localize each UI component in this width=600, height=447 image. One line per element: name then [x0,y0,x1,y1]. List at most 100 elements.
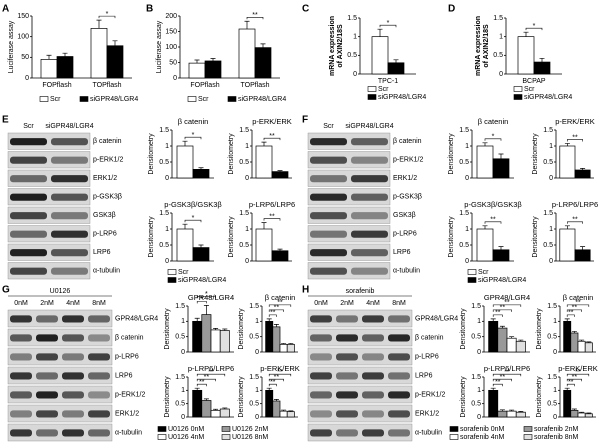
error-bar [509,409,515,412]
y-tick-label: 0 [477,414,481,421]
error-bar [564,143,570,146]
panel-label: D [448,4,455,15]
bar [387,62,405,75]
significance-label: ** [500,305,506,312]
blot-band [310,315,332,323]
y-tick-label: 0 [255,414,259,421]
blot-title: U0126 [50,288,71,295]
blot-band [10,156,47,164]
blot-band [351,212,388,220]
error-bar [564,318,570,322]
blot-row-label: p-ERK1/2 [93,157,123,164]
significance-label: ** [504,300,510,307]
blot-band [351,193,388,201]
legend-swatch [221,426,231,432]
y-axis-label: Densitometry [536,376,543,418]
blot-band [51,138,88,146]
error-bar [571,331,577,333]
y-tick-label: 0.5 [547,401,557,408]
blot-band [336,410,358,418]
error-bar [288,343,294,345]
legend-label: siGPR48/LGR4 [178,277,226,284]
blot-strip [307,206,391,224]
blot-band [388,334,410,342]
blot-band [10,315,32,323]
y-tick-label: 1.5 [547,303,557,310]
error-bar [564,387,570,391]
error-bar [523,31,529,37]
chart-title: β catenin [478,117,509,126]
blot-band [36,334,58,342]
legend-swatch [513,94,523,100]
blot-band [51,249,88,257]
blot-band [51,230,88,238]
blot-band [310,193,347,201]
bar [106,45,124,79]
legend-swatch [467,277,477,283]
significance-label: * [200,296,203,303]
error-bar [213,408,219,411]
significance-label: ** [269,133,275,140]
blot-row-label: p-LRP6 [415,353,439,360]
y-tick-label: 0.5 [459,159,469,166]
blot-title: sorafenib [346,288,375,295]
significance-bracket [196,301,207,304]
chart-title: p-LRP6/LRP6 [249,200,295,209]
legend-label: Scr [50,96,61,103]
error-bar [579,411,585,413]
significance-label: * [192,132,195,139]
blot-band [88,410,110,418]
x-tick-label: TOPflash [92,82,121,89]
blot-strip [307,132,391,150]
significance-label: ** [572,134,578,141]
lane-label: Scr [323,123,334,130]
bar [201,314,212,353]
significance-bracket [196,378,216,382]
blot-strip [307,423,413,442]
significance-label: ** [572,305,578,312]
bar [265,389,274,418]
blot-band [36,353,58,361]
bar [201,400,212,418]
chart-title: p-LRP6/LRP6 [188,364,234,373]
panel-label: E [2,115,9,126]
error-bar [281,409,287,412]
significance-bracket [246,16,264,20]
y-tick-label: 0.5 [459,242,469,249]
bar [577,340,586,353]
y-tick-label: 1.5 [249,303,259,310]
lane-label: 8nM [92,300,106,307]
bar [584,413,593,418]
significance-bracket [268,304,292,307]
blot-band [388,391,410,399]
error-bar [539,57,545,63]
y-axis-label: Densitometry [228,216,235,258]
x-tick-label: BCPAP [522,78,546,85]
legend-swatch [79,96,89,102]
legend-label: U0126 8nM [232,434,268,441]
significance-bracket [566,373,590,377]
y-tick-label: 0 [245,258,249,265]
blot-band [36,429,58,437]
significance-label: ** [568,379,574,386]
blot-row-label: β catenin [115,334,144,341]
bar [488,389,499,418]
significance-label: ** [269,213,275,220]
y-tick-label: 0.5 [543,159,553,166]
significance-bracket [567,139,583,142]
blot-band [10,429,32,437]
y-tick-label: 0 [173,75,177,82]
blot-band [36,410,58,418]
legend-swatch [513,86,523,92]
significance-bracket [268,314,277,317]
error-bar [62,52,68,57]
legend-swatch [523,434,533,440]
blot-band [310,372,332,380]
blot-band [336,372,358,380]
blot-band [62,429,84,437]
blot-band [62,410,84,418]
y-tick-label: 1.5 [239,210,249,217]
y-tick-label: 100 [17,34,29,41]
bar [533,61,551,75]
